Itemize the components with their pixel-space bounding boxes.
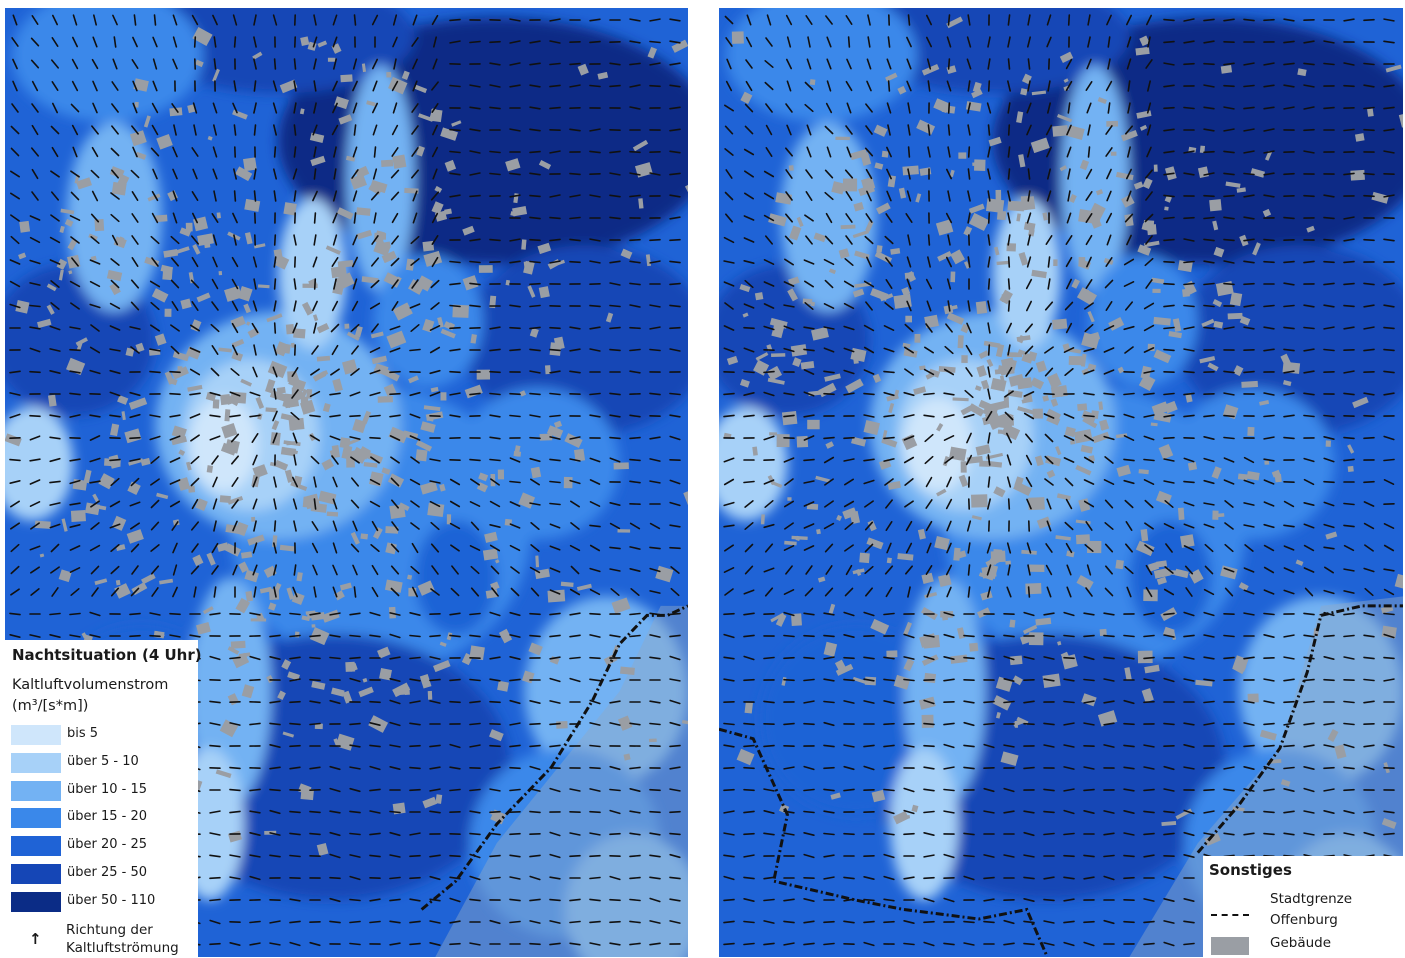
legend-class-row: über 20 - 25 — [11, 836, 196, 858]
legend-class-label: über 25 - 50 — [67, 865, 147, 880]
legend-class-row: über 10 - 15 — [11, 781, 196, 803]
city-boundary-line-icon — [1211, 914, 1249, 916]
legend-class-label: über 20 - 25 — [67, 837, 147, 852]
legend-other-title: Sonstiges — [1209, 861, 1292, 879]
legend-unit: (m³/[s*m]) — [12, 696, 88, 717]
legend-arrow-label-2: Kaltluftströmung — [66, 939, 179, 958]
legend-boundary-label-2: Offenburg — [1270, 911, 1338, 930]
legend-class-swatch — [11, 836, 61, 856]
legend-class-row: bis 5 — [11, 725, 196, 747]
legend-class-swatch — [11, 892, 61, 912]
legend-class-label: bis 5 — [67, 726, 98, 741]
legend-class-swatch — [11, 753, 61, 773]
legend-buildings-label: Gebäude — [1270, 934, 1331, 953]
legend-class-swatch — [11, 781, 61, 801]
legend-class-row: über 25 - 50 — [11, 864, 196, 886]
legend-boundary-label-1: Stadtgrenze — [1270, 890, 1352, 909]
legend-class-label: über 15 - 20 — [67, 809, 147, 824]
legend-arrow-label-1: Richtung der — [66, 921, 153, 940]
legend-class-label: über 5 - 10 — [67, 754, 139, 769]
legend-class-swatch — [11, 864, 61, 884]
legend-class-row: über 15 - 20 — [11, 808, 196, 830]
building-swatch-icon — [1211, 937, 1249, 955]
legend-class-label: über 10 - 15 — [67, 782, 147, 797]
legend-class-label: über 50 - 110 — [67, 893, 155, 908]
legend-class-row: über 50 - 110 — [11, 892, 196, 914]
legend-cold-air-volume-flow: Nachtsituation (4 Uhr) Kaltluftvolumenst… — [5, 640, 198, 957]
flow-direction-arrow-icon: ↑ — [29, 930, 42, 948]
legend-class-swatch — [11, 725, 61, 745]
legend-subtitle: Kaltluftvolumenstrom — [12, 675, 168, 696]
legend-class-swatch — [11, 808, 61, 828]
legend-title: Nachtsituation (4 Uhr) — [12, 646, 202, 664]
legend-class-row: über 5 - 10 — [11, 753, 196, 775]
cold-air-flow-map-right — [719, 8, 1403, 957]
legend-other: Sonstiges Stadtgrenze Offenburg Gebäude — [1203, 856, 1403, 957]
map-panel-right[interactable] — [719, 8, 1403, 957]
